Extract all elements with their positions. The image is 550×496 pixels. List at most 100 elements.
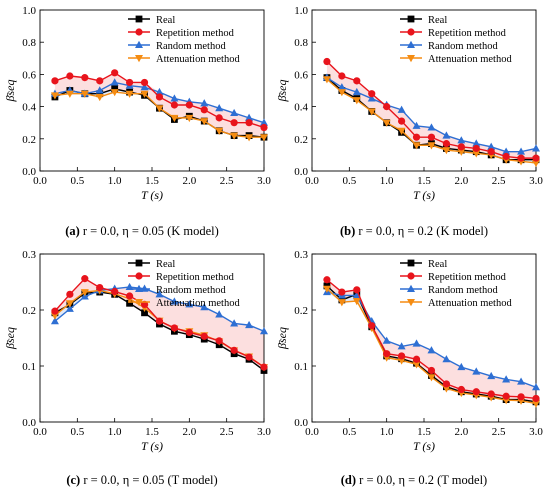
y-tick-label: 0.0 [294, 166, 308, 178]
data-point-random-method [472, 367, 481, 375]
legend-entry: Repetition method [156, 28, 235, 39]
data-point-repetition-method [338, 288, 346, 296]
legend-entry: Real [156, 259, 175, 270]
data-point-attenuation-method [200, 118, 209, 126]
legend-marker [407, 15, 415, 23]
legend-marker [407, 40, 415, 48]
caption-label: (a) [65, 224, 80, 238]
data-point-repetition-method [200, 332, 208, 340]
data-point-repetition-method [412, 355, 421, 363]
data-point-attenuation-method [532, 159, 540, 168]
data-point-attenuation-method [442, 385, 451, 393]
data-point-attenuation-method [110, 89, 119, 97]
x-tick-label: 1.5 [145, 426, 159, 438]
legend-entry: Random method [428, 285, 498, 296]
legend-marker [135, 299, 143, 307]
legend-marker [407, 259, 415, 267]
x-tick-label: 0.0 [305, 426, 319, 438]
data-point-attenuation-method [427, 142, 436, 150]
x-tick-label: 3.0 [529, 175, 543, 187]
data-point-random-method [155, 290, 164, 298]
data-point-random-method [245, 113, 254, 121]
x-tick-label: 2.0 [182, 426, 196, 438]
legend-marker [135, 272, 143, 280]
legend-entry: Attenuation method [428, 298, 512, 309]
data-point-attenuation-method [140, 90, 149, 98]
data-point-random-method [245, 320, 254, 329]
legend-entry: Attenuation method [156, 298, 240, 309]
legend-marker [135, 15, 143, 23]
data-point-attenuation-method [337, 299, 346, 307]
legend-entry: Random method [428, 41, 498, 52]
y-tick-label: 1.0 [294, 5, 308, 17]
x-axis-label: T (s) [413, 188, 435, 202]
data-point-attenuation-method [412, 361, 421, 369]
data-point-random-method [397, 342, 406, 350]
data-point-attenuation-method [337, 89, 346, 97]
legend-marker [135, 284, 143, 292]
x-tick-label: 1.0 [380, 426, 394, 438]
data-point-attenuation-method [65, 90, 74, 98]
data-point-repetition-method [260, 123, 268, 132]
data-point-random-method [215, 310, 224, 318]
data-point-random-method [230, 319, 239, 327]
data-point-repetition-method [140, 78, 149, 87]
data-point-attenuation-method [382, 119, 391, 127]
data-point-repetition-method [487, 390, 495, 398]
data-point-repetition-method [170, 324, 178, 332]
data-point-repetition-method [66, 72, 74, 80]
legend-marker [135, 259, 143, 267]
data-point-random-method [517, 377, 526, 385]
data-point-attenuation-method [170, 114, 179, 123]
data-point-repetition-method [126, 78, 134, 87]
caption-eta: η = 0.2 (K model) [398, 224, 488, 238]
data-point-repetition-method [472, 388, 480, 396]
data-point-attenuation-method [50, 312, 59, 320]
data-point-random-method [472, 139, 481, 147]
x-tick-label: 1.5 [417, 426, 431, 438]
y-axis-label: β̄seq [3, 327, 17, 350]
data-point-random-method [442, 355, 451, 363]
y-tick-label: 0.0 [22, 417, 36, 429]
data-point-real [126, 299, 133, 307]
data-point-repetition-method [502, 392, 510, 400]
data-point-random-method [382, 336, 391, 344]
y-tick-label: 0.1 [294, 361, 308, 373]
data-point-random-method [367, 94, 376, 102]
y-tick-label: 1.0 [22, 5, 36, 17]
data-point-random-method [412, 339, 421, 347]
data-point-repetition-method [383, 103, 391, 111]
data-point-repetition-method [517, 393, 525, 401]
data-point-repetition-method [200, 106, 208, 114]
data-point-attenuation-method [322, 76, 331, 84]
data-point-attenuation-method [412, 142, 421, 150]
data-point-repetition-method [383, 350, 391, 358]
legend-entry: Real [428, 15, 447, 26]
y-tick-label: 0.4 [294, 102, 308, 114]
data-point-attenuation-method [397, 357, 406, 365]
legend-marker [407, 284, 415, 292]
legend-marker [407, 299, 415, 307]
data-point-repetition-method [502, 152, 510, 161]
x-tick-label: 2.5 [492, 426, 506, 438]
data-point-random-method [412, 121, 421, 129]
data-point-attenuation-method [367, 108, 376, 116]
data-point-random-method [487, 371, 496, 380]
data-point-repetition-method [353, 286, 361, 294]
data-point-repetition-method [398, 117, 406, 125]
data-point-repetition-method [111, 287, 119, 296]
data-point-repetition-method [155, 317, 164, 325]
data-point-random-method [110, 78, 119, 86]
data-point-repetition-method [215, 337, 223, 345]
data-point-repetition-method [66, 290, 74, 298]
x-tick-label: 3.0 [529, 426, 543, 438]
y-tick-label: 0.8 [22, 37, 36, 49]
data-point-repetition-method [260, 363, 268, 371]
legend-entry: Random method [156, 285, 226, 296]
data-point-attenuation-method [125, 90, 134, 98]
data-point-repetition-method [457, 385, 465, 394]
y-tick-label: 0.6 [22, 69, 36, 81]
data-point-repetition-method [398, 352, 406, 360]
data-point-repetition-method [230, 346, 238, 354]
legend-entry: Random method [156, 41, 226, 52]
